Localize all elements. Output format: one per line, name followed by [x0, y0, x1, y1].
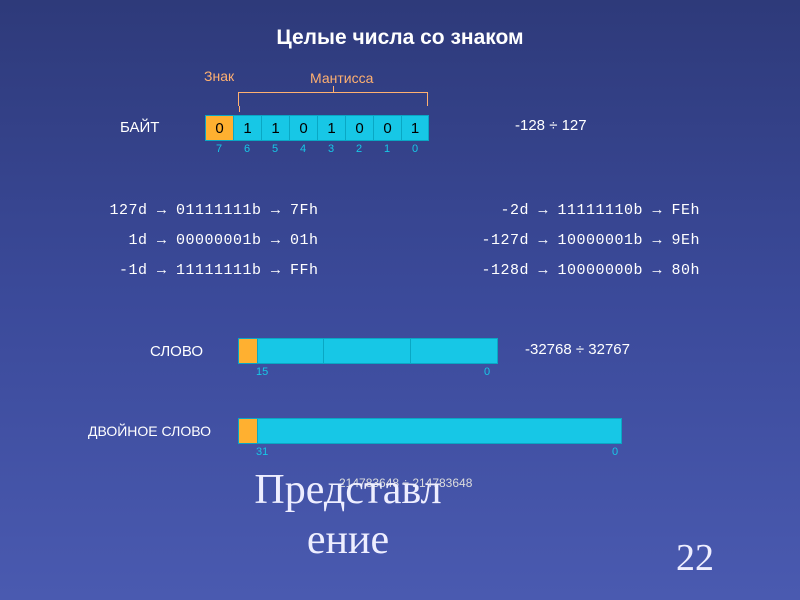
bit-5: 1: [261, 115, 289, 141]
bigtext-1: Представл: [254, 467, 441, 513]
bit-index: 6: [233, 143, 261, 155]
bit-index: 1: [373, 143, 401, 155]
bit-index: 3: [317, 143, 345, 155]
byte-range: -128 ÷ 127: [515, 117, 587, 134]
word-bar: [238, 338, 498, 364]
dword-caption: ДВОЙНОЕ СЛОВО: [88, 423, 211, 439]
word-range: -32768 ÷ 32767: [525, 341, 630, 358]
bit-index: 2: [345, 143, 373, 155]
page-title: Целые числа со знаком: [0, 26, 800, 50]
bigtext-2: ение: [307, 517, 389, 563]
byte-indices: 7 6 5 4 3 2 1 0: [205, 143, 429, 155]
sign-label: Знак: [204, 68, 234, 84]
mantissa-bracket-stem: [333, 86, 334, 92]
bit-1: 0: [373, 115, 401, 141]
word-sign-cell: [238, 338, 258, 364]
bit-index: 4: [289, 143, 317, 155]
word-mantissa-cell: [258, 338, 498, 364]
dword-bar: [238, 418, 622, 444]
dword-index-hi: 31: [256, 446, 268, 458]
word-index-lo: 0: [484, 366, 490, 378]
bit-6: 1: [233, 115, 261, 141]
byte-caption: БАЙТ: [120, 119, 159, 136]
dword-index-lo: 0: [612, 446, 618, 458]
bit-index: 5: [261, 143, 289, 155]
page-number: 22: [676, 536, 714, 580]
byte-bits: 0 1 1 0 1 0 0 1: [205, 115, 429, 141]
conv-left: 127d → 01111111b → 7Fh 1d → 00000001b → …: [100, 196, 319, 286]
bit-index: 0: [401, 143, 429, 155]
dword-sign-cell: [238, 418, 258, 444]
word-index-hi: 15: [256, 366, 268, 378]
bit-0: 1: [401, 115, 429, 141]
conv-right: -2d → 11111110b → FEh-127d → 10000001b →…: [481, 196, 700, 286]
mantissa-label: Мантисса: [310, 70, 373, 86]
dword-mantissa-cell: [258, 418, 622, 444]
big-footer-text: Представл ение: [218, 465, 478, 566]
bit-7: 0: [205, 115, 233, 141]
word-caption: СЛОВО: [150, 343, 203, 360]
mantissa-bracket: [238, 92, 428, 106]
conversion-table: 127d → 01111111b → 7Fh 1d → 00000001b → …: [100, 196, 700, 286]
bit-index: 7: [205, 143, 233, 155]
bit-4: 0: [289, 115, 317, 141]
bit-3: 1: [317, 115, 345, 141]
bit-2: 0: [345, 115, 373, 141]
